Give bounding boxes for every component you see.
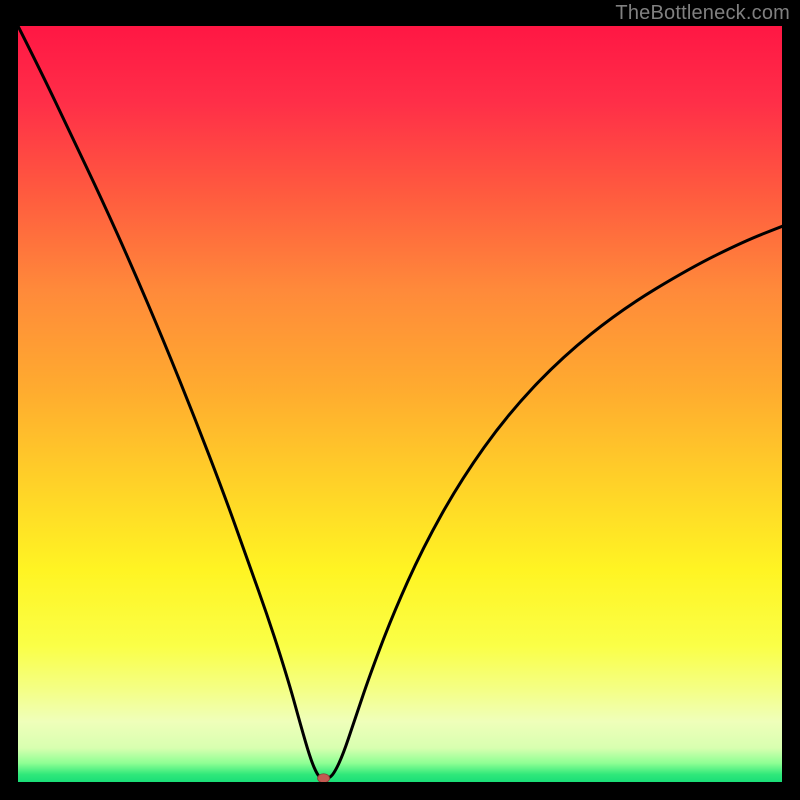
optimum-marker [318,774,330,782]
chart-canvas [18,26,782,782]
plot-area [18,26,782,782]
watermark-text: TheBottleneck.com [615,2,790,25]
gradient-background [18,26,782,782]
